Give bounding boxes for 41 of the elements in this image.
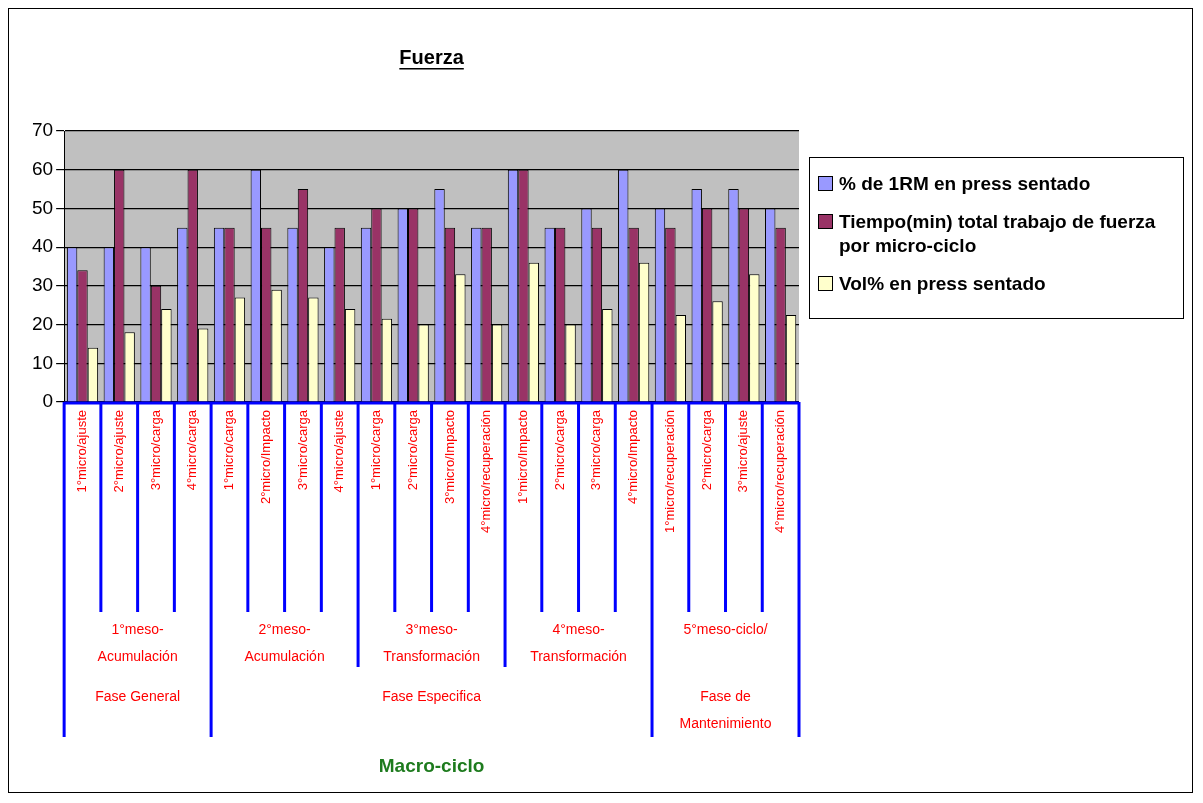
y-tick-label: 70	[31, 119, 54, 141]
x-tick-label: 1°micro/carga	[221, 409, 237, 491]
x-tick-label: 3°micro/carga	[588, 409, 604, 491]
chart-title: Fuerza	[399, 46, 465, 68]
y-tick-label: 50	[31, 196, 54, 218]
text: Fase General	[95, 687, 181, 704]
x-tick-label: 3°micro/Impacto	[441, 410, 457, 505]
text: 4°meso- Transformación	[530, 620, 627, 664]
y-tick-label: 60	[31, 157, 54, 179]
y-tick-label: 0	[42, 390, 54, 412]
x-tick-label: 3°micro/ajuste	[735, 410, 751, 493]
text: Fase de Mantenimiento	[679, 687, 772, 731]
text: 5°meso-ciclo/	[683, 620, 768, 637]
text: Macro-ciclo	[378, 755, 485, 777]
x-tick-label: 1°micro/ajuste	[74, 410, 90, 493]
legend-label: Tiempo(min) total trabajo de fuerza por micro-ciclo	[839, 210, 1157, 258]
y-tick-label: 40	[31, 235, 54, 257]
text: 3°meso- Transformación	[383, 620, 480, 664]
x-tick-label: 4°micro/recuperación	[478, 410, 494, 533]
x-tick-label: 4°micro/carga	[184, 409, 200, 491]
x-tick-label: 2°micro/Impacto	[257, 410, 273, 505]
x-tick-label: 3°micro/carga	[147, 409, 163, 491]
x-tick-label: 2°micro/carga	[551, 409, 567, 491]
x-tick-label: 2°micro/ajuste	[110, 410, 126, 493]
x-tick-label: 4°micro/Impacto	[625, 410, 641, 505]
y-tick-label: 20	[31, 312, 54, 334]
x-tick-label: 2°micro/carga	[404, 409, 420, 491]
text: Fase Especifica	[382, 687, 482, 704]
text: 1°meso- Acumulación	[97, 620, 178, 664]
x-tick-label: 3°micro/carga	[294, 409, 310, 491]
x-tick-label: 4°micro/ajuste	[331, 410, 347, 493]
y-tick-label: 30	[31, 274, 54, 296]
y-tick-label: 10	[31, 351, 54, 373]
x-tick-label: 1°micro/recuperación	[661, 410, 677, 533]
x-tick-label: 1°micro/carga	[368, 409, 384, 491]
x-tick-label: 1°micro/Impacto	[515, 410, 530, 505]
x-tick-label: 4°micro/recuperación	[772, 410, 788, 533]
text: 2°meso- Acumulación	[244, 620, 325, 664]
legend-label: Vol% en press sentado	[839, 272, 1046, 296]
legend-label: % de 1RM en press sentado	[839, 172, 1091, 196]
x-tick-label: 2°micro/carga	[698, 409, 714, 491]
